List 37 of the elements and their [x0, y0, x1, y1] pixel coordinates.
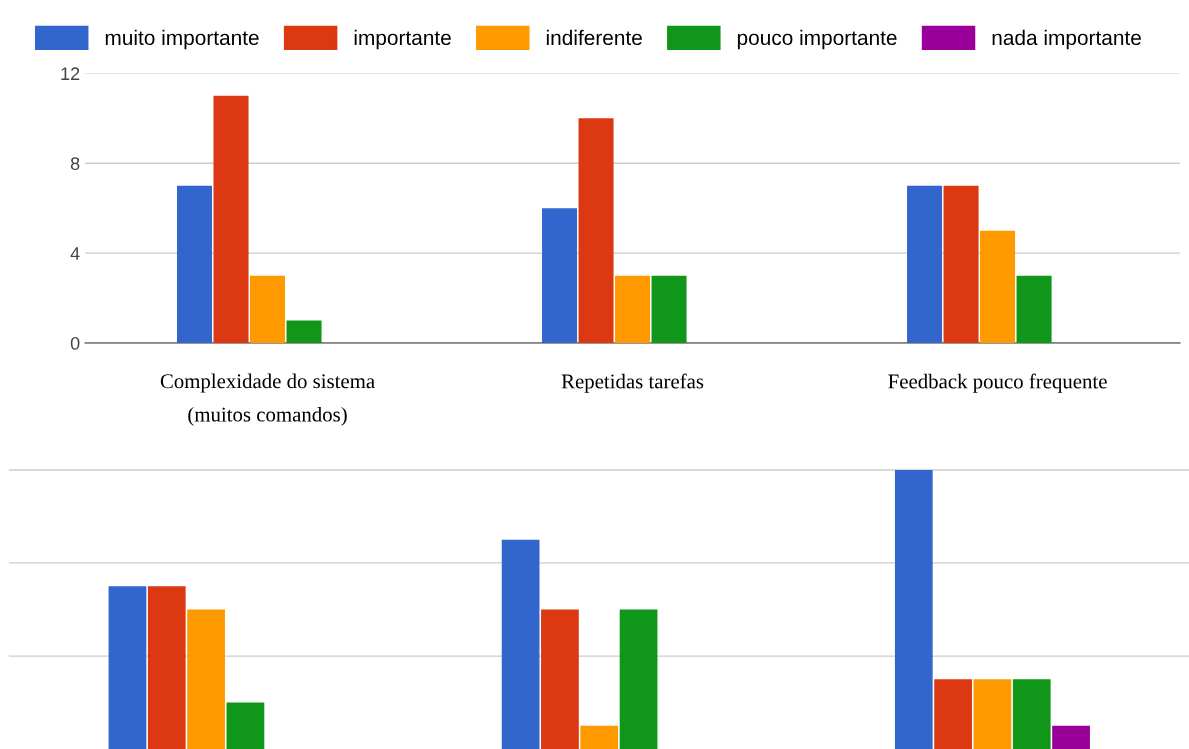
- y-tick-label: 12: [61, 67, 80, 80]
- bar: [578, 118, 614, 344]
- bar: [286, 320, 322, 344]
- bar: [1052, 725, 1090, 749]
- bar: [651, 275, 687, 344]
- bar: [980, 230, 1016, 344]
- y-tick-label: 8: [70, 157, 80, 170]
- bar: [1012, 679, 1051, 749]
- bar: [250, 275, 286, 344]
- bar: [542, 208, 578, 344]
- bar: [907, 185, 943, 344]
- bar: [501, 539, 540, 749]
- bar: [973, 679, 1012, 749]
- bar: [187, 609, 225, 749]
- legend-label: muito importante: [105, 29, 259, 50]
- y-tick-label: 4: [70, 247, 80, 260]
- legend-label: pouco importante: [737, 29, 897, 50]
- bar: [894, 470, 933, 749]
- bar: [226, 702, 265, 749]
- bar: [934, 679, 972, 749]
- bar: [943, 185, 979, 344]
- bar: [177, 185, 213, 344]
- x-tick-label: Feedback pouco frequente: [888, 373, 1107, 393]
- bar: [615, 275, 651, 344]
- legend-label: indiferente: [546, 29, 642, 46]
- x-tick-label: Repetidas tarefas: [561, 373, 704, 393]
- x-tick-label: Complexidade do sistema (muitos comandos): [160, 373, 375, 426]
- y-tick-label: 0: [70, 336, 80, 350]
- bar: [147, 586, 186, 749]
- bar: [619, 609, 658, 749]
- bar: [541, 609, 579, 749]
- legend-label: importante: [354, 29, 451, 50]
- bar: [1016, 275, 1052, 344]
- bar: [580, 725, 619, 749]
- legend-label: nada importante: [992, 29, 1141, 50]
- bar: [108, 586, 147, 749]
- bar: [213, 95, 249, 344]
